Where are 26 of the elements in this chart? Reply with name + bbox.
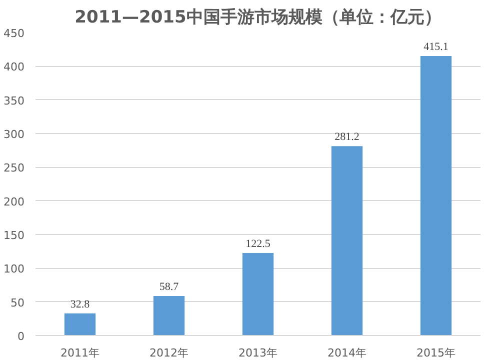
y-tick-label: 300 <box>4 128 25 141</box>
bar <box>420 56 452 336</box>
bar <box>331 146 363 336</box>
data-label: 415.1 <box>424 41 448 53</box>
bar <box>242 253 274 336</box>
bar <box>64 313 96 336</box>
y-tick-label: 50 <box>10 296 25 310</box>
x-tick-label: 2011年 <box>60 346 100 360</box>
data-label: 281.2 <box>334 131 360 144</box>
chart-title: 2011—2015中国手游市场规模（单位：亿元） <box>74 8 442 28</box>
x-tick-label: 2015年 <box>416 346 456 360</box>
y-tick-label: 400 <box>4 60 25 74</box>
y-tick-label: 150 <box>4 229 25 242</box>
y-tick-label: 200 <box>4 195 25 208</box>
data-label: 32.8 <box>70 298 90 310</box>
y-tick-label: 0 <box>18 330 24 343</box>
x-tick-label: 2012年 <box>150 346 189 360</box>
data-label: 58.7 <box>159 280 180 293</box>
bar <box>153 296 185 336</box>
y-tick-label: 350 <box>4 94 25 108</box>
y-tick-label: 100 <box>4 262 25 276</box>
x-tick-label: 2014年 <box>328 346 367 360</box>
y-tick-label: 250 <box>4 162 25 175</box>
y-tick-label: 450 <box>4 27 25 40</box>
data-label: 122.5 <box>246 238 271 250</box>
x-tick-label: 2013年 <box>238 346 278 360</box>
